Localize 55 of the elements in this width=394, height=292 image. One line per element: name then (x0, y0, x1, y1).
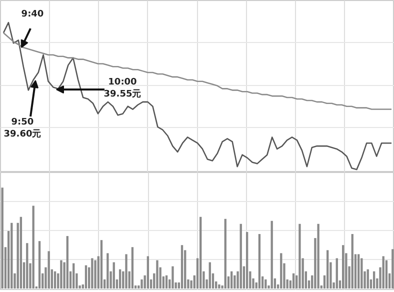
bar (280, 253, 282, 288)
bar (298, 224, 301, 288)
bar (20, 216, 22, 288)
annotation: 10:00 39.55元 (104, 78, 142, 100)
bar (366, 269, 369, 288)
bar (60, 260, 62, 288)
annotation: 9:50 39.60元 (4, 118, 42, 140)
bar (336, 258, 338, 288)
bar (200, 216, 202, 288)
bar (270, 220, 273, 288)
bar (230, 271, 233, 288)
bar (94, 260, 96, 288)
bar (264, 279, 267, 288)
bar (100, 240, 103, 288)
bar (240, 224, 242, 288)
bar (72, 263, 75, 288)
bar (246, 232, 248, 288)
bar (54, 271, 56, 288)
bar (112, 262, 115, 288)
bar (10, 222, 13, 288)
bar (1, 188, 4, 288)
bar (234, 275, 236, 288)
bar (392, 249, 394, 288)
bar (385, 260, 388, 288)
bar (172, 266, 174, 288)
bar (84, 265, 88, 288)
bar (140, 279, 143, 288)
bar (106, 253, 109, 288)
bar (224, 218, 226, 288)
bar (342, 245, 344, 288)
bar (357, 254, 360, 288)
bar (32, 206, 34, 288)
bar (360, 258, 363, 288)
bar (48, 251, 50, 288)
bar (26, 243, 28, 288)
bar (156, 260, 158, 288)
bar (146, 256, 150, 288)
text: 9:40 (21, 10, 44, 20)
bar (180, 245, 184, 288)
bar (351, 234, 354, 288)
bar (292, 273, 295, 288)
bar (317, 224, 320, 288)
bar (372, 271, 376, 288)
bar (118, 269, 122, 288)
bar (66, 236, 68, 288)
bar (91, 258, 94, 288)
bar (218, 284, 220, 288)
bar (208, 262, 211, 288)
bar (258, 234, 261, 288)
bar (165, 275, 168, 288)
bar (326, 250, 329, 288)
bar (131, 247, 134, 288)
bar (38, 241, 41, 288)
bar (125, 254, 128, 288)
bar (382, 256, 384, 288)
